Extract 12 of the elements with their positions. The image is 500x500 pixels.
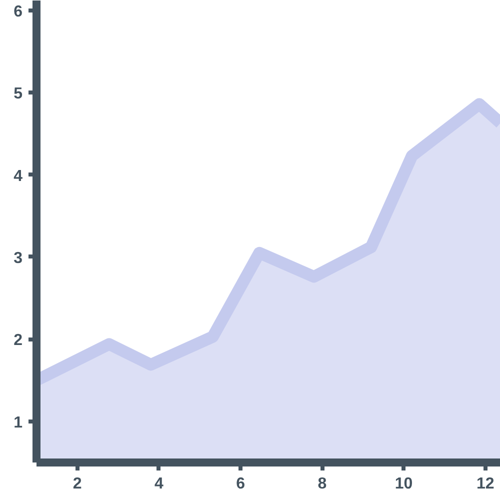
x-tick-label: 12 [476, 476, 494, 492]
x-tick-label: 8 [318, 476, 327, 492]
x-tick-label: 2 [72, 476, 82, 492]
y-tick-label: 6 [14, 3, 23, 20]
y-tick-label: 4 [14, 168, 23, 185]
x-tick-label: 10 [394, 476, 413, 492]
y-tick-label: 5 [14, 86, 23, 103]
x-tick-label: 6 [236, 476, 246, 492]
y-tick-label: 2 [14, 332, 23, 350]
x-tick-label: 4 [154, 476, 164, 492]
y-tick-label: 1 [14, 414, 23, 432]
y-tick-label: 3 [14, 250, 23, 267]
